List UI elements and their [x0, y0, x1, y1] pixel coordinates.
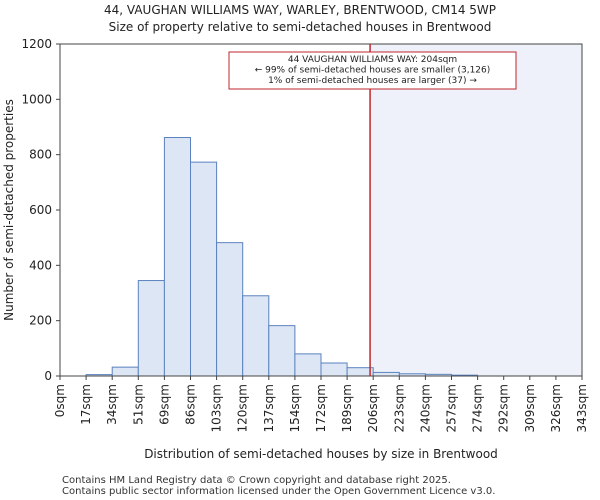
histogram-bar [163, 137, 191, 377]
x-tick-label: 17sqm [79, 384, 93, 425]
y-tick-label: 600 [29, 203, 52, 217]
y-tick-label: 0 [44, 369, 52, 383]
chart-title-address: 44, VAUGHAN WILLIAMS WAY, WARLEY, BRENTW… [103, 3, 497, 17]
annotation-larger: 1% of semi-detached houses are larger (3… [268, 76, 477, 86]
x-tick-label: 86sqm [184, 384, 198, 425]
x-tick-label: 343sqm [575, 384, 589, 432]
x-tick-label: 309sqm [523, 384, 537, 432]
x-tick-label: 154sqm [288, 384, 302, 432]
x-tick-label: 137sqm [262, 384, 276, 432]
chart-title: Size of property relative to semi-detach… [108, 20, 492, 34]
x-tick-label: 292sqm [497, 384, 511, 432]
y-tick-label: 400 [29, 258, 52, 272]
histogram-bar [372, 371, 400, 377]
histogram-bar [111, 366, 139, 377]
y-tick-label: 800 [29, 148, 52, 162]
y-tick-label: 1000 [21, 92, 52, 106]
x-tick-label: 0sqm [53, 384, 67, 417]
annotation-title: 44 VAUGHAN WILLIAMS WAY: 204sqm [288, 55, 457, 65]
x-tick-label: 274sqm [471, 384, 485, 432]
histogram-bar [242, 295, 270, 377]
annotation-box [228, 51, 517, 90]
x-tick-label: 223sqm [392, 384, 406, 432]
larger-region-highlight [370, 44, 582, 376]
histogram-bar [216, 242, 244, 377]
x-tick-label: 240sqm [418, 384, 432, 432]
x-tick-label: 189sqm [340, 384, 354, 432]
x-tick-label: 51sqm [131, 384, 145, 425]
histogram-bar [294, 353, 322, 377]
x-tick-label: 69sqm [157, 384, 171, 425]
histogram-bar [268, 325, 296, 377]
histogram-bar [320, 362, 348, 377]
x-tick-label: 326sqm [549, 384, 563, 432]
x-axis-label: Distribution of semi-detached houses by … [144, 447, 498, 461]
histogram-bar [137, 280, 165, 377]
x-tick-label: 257sqm [445, 384, 459, 432]
y-axis-label: Number of semi-detached properties [2, 99, 16, 321]
y-tick-label: 200 [29, 314, 52, 328]
x-tick-label: 120sqm [236, 384, 250, 432]
footer-licence: Contains public sector information licen… [62, 486, 496, 497]
x-tick-label: 103sqm [210, 384, 224, 432]
annotation-smaller: ← 99% of semi-detached houses are smalle… [255, 66, 491, 76]
x-tick-label: 172sqm [314, 384, 328, 432]
histogram-bar [190, 161, 218, 377]
footer-copyright: Contains HM Land Registry data © Crown c… [62, 475, 451, 486]
histogram-bar [346, 367, 374, 377]
y-tick-label: 1200 [21, 37, 52, 51]
x-tick-label: 206sqm [366, 384, 380, 432]
x-tick-label: 34sqm [105, 384, 119, 425]
